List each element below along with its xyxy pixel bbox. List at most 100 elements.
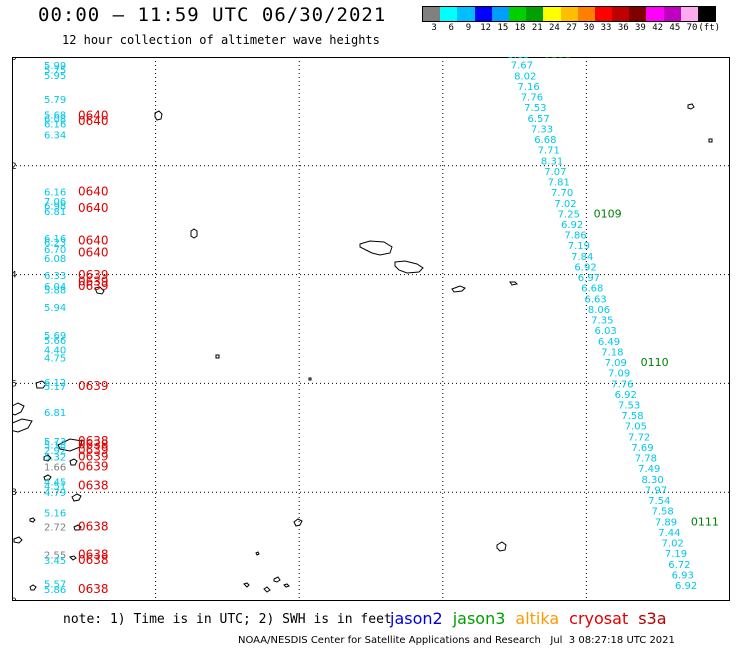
lat-tick-label: -16 (12, 379, 17, 389)
fiji-1 (12, 402, 25, 416)
colorbar-swatch (508, 7, 527, 21)
pass-time-label: 0639 (78, 450, 109, 464)
island-small-4 (451, 285, 466, 293)
wave-height-value: 6.33 (44, 271, 66, 282)
wave-height-value: 7.58 (621, 411, 643, 422)
colorbar-swatch (440, 7, 458, 21)
fiji-2 (12, 418, 33, 433)
wave-height-value: 7.69 (631, 443, 653, 454)
wave-height-value: 7.71 (538, 146, 560, 157)
wave-height-value: 7.09 (608, 369, 630, 380)
wave-height-value: 7.44 (658, 528, 680, 539)
wave-height-value: 4.75 (44, 354, 66, 365)
island-small-2 (190, 228, 198, 239)
wave-height-value: 7.72 (628, 432, 650, 443)
wave-height-value: 6.63 (584, 294, 606, 305)
island-small-3 (94, 286, 105, 295)
satellite-legend: jason2 jason3 altika cryosat s3a (390, 609, 677, 628)
wave-height-value: 6.92 (615, 390, 637, 401)
colorbar-label: 6 (448, 23, 454, 33)
colorbar-swatch (698, 7, 716, 21)
wave-height-value: 7.76 (611, 379, 633, 390)
tonga-2 (263, 586, 271, 593)
lat-tick-label: -20 (12, 597, 17, 601)
colorbar-swatch (612, 7, 630, 21)
colorbar-label: 12 (480, 23, 492, 33)
pass-time-label: 0638 (78, 548, 109, 562)
wave-height-value: 6.92 (675, 581, 697, 592)
colorbar-swatch (526, 7, 544, 21)
wave-height-value: 6.68 (581, 284, 603, 295)
wave-height-value: 6.16 (44, 188, 66, 199)
wave-height-value: 7.18 (601, 347, 623, 358)
pass-time-label: 0638 (78, 438, 109, 452)
pass-time-label: 0639 (78, 274, 109, 288)
lat-tick-label: -14 (12, 271, 17, 281)
legend-cryosat: cryosat (569, 609, 629, 628)
colorbar-swatch (543, 7, 561, 21)
wave-height-value: 7.58 (651, 507, 673, 518)
wave-height-value: 5.16 (44, 509, 66, 520)
island-small-1 (154, 110, 163, 121)
colorbar-label: 15 (497, 23, 509, 33)
colorbar-swatch (577, 7, 595, 21)
fiji-6 (69, 458, 78, 466)
colorbar-label: 33 (600, 23, 612, 33)
wave-height-value: 7.02 (662, 539, 684, 550)
fiji-13 (29, 584, 37, 591)
pass-time-label: 0640 (78, 201, 109, 215)
wave-height-value: 8.02 (514, 71, 536, 82)
wave-height-value: 6.68 (534, 135, 556, 146)
tonga-4 (283, 583, 290, 588)
wave-height-value: 1.66 (44, 462, 66, 473)
island-savaii (394, 260, 424, 274)
island-small-9 (708, 138, 713, 143)
wave-height-value: 7.54 (648, 496, 670, 507)
wave-height-value: 5.69 (44, 331, 66, 342)
colorbar-swatch (474, 7, 492, 21)
pass-time-label: 0638 (78, 478, 109, 492)
island-small-5 (509, 281, 519, 286)
wave-height-value: 7.84 (571, 252, 593, 263)
pass-time-label: 0639 (78, 279, 109, 293)
lat-tick-label: -18 (12, 488, 17, 498)
colorbar-swatch (594, 7, 613, 21)
colorbar-label: 27 (566, 23, 578, 33)
fiji-3 (35, 380, 47, 389)
wave-height-value: 6.04 (44, 282, 66, 293)
colorbar-label: 21 (531, 23, 543, 33)
wave-height-value: 7.06 (44, 197, 66, 208)
wave-height-value: 5.68 (44, 110, 66, 121)
wave-height-value: 7.89 (655, 517, 677, 528)
legend-jason3: jason3 (452, 609, 506, 628)
island-small-7 (293, 518, 303, 527)
axis-tick-labels: -180-177-174-171-168-165-10-12-14-16-18-… (12, 57, 17, 601)
colorbar-label: 24 (549, 23, 560, 33)
wave-height-value: 7.02 (554, 199, 576, 210)
pass-time-label: 0640 (78, 234, 109, 248)
wave-height-value: 5.18 (44, 441, 66, 452)
colorbar-swatch (663, 7, 681, 21)
wave-height-value: 6.57 (528, 114, 550, 125)
pass-time-label: 0640 (78, 109, 109, 123)
pass-time-label: 0639 (78, 459, 109, 473)
map-subtitle: 12 hour collection of altimeter wave hei… (62, 33, 380, 47)
colorbar-swatch (560, 7, 578, 21)
legend-s3a: s3a (638, 609, 667, 628)
wave-height-value: 6.93 (672, 570, 694, 581)
wave-height-value: 6.03 (595, 326, 617, 337)
fiji-9 (29, 517, 36, 523)
wave-height-value: 8.31 (541, 156, 563, 167)
wave-height-value: 5.86 (44, 585, 66, 596)
colorbar-label: 36 (617, 23, 629, 33)
wave-height-value: 4.40 (44, 345, 66, 356)
wave-height-value: 7.81 (548, 178, 570, 189)
pass-time-label: 0640 (78, 114, 109, 128)
colorbar-swatch (423, 7, 441, 21)
wave-height-value: 7.49 (638, 464, 660, 475)
fiji-12 (69, 555, 77, 561)
colorbar-label: (ft) (698, 23, 721, 33)
pass-time-label: 0638 (78, 582, 109, 596)
wave-height-value: 2.72 (44, 522, 66, 533)
pass-time-label: 0639 (78, 268, 109, 282)
